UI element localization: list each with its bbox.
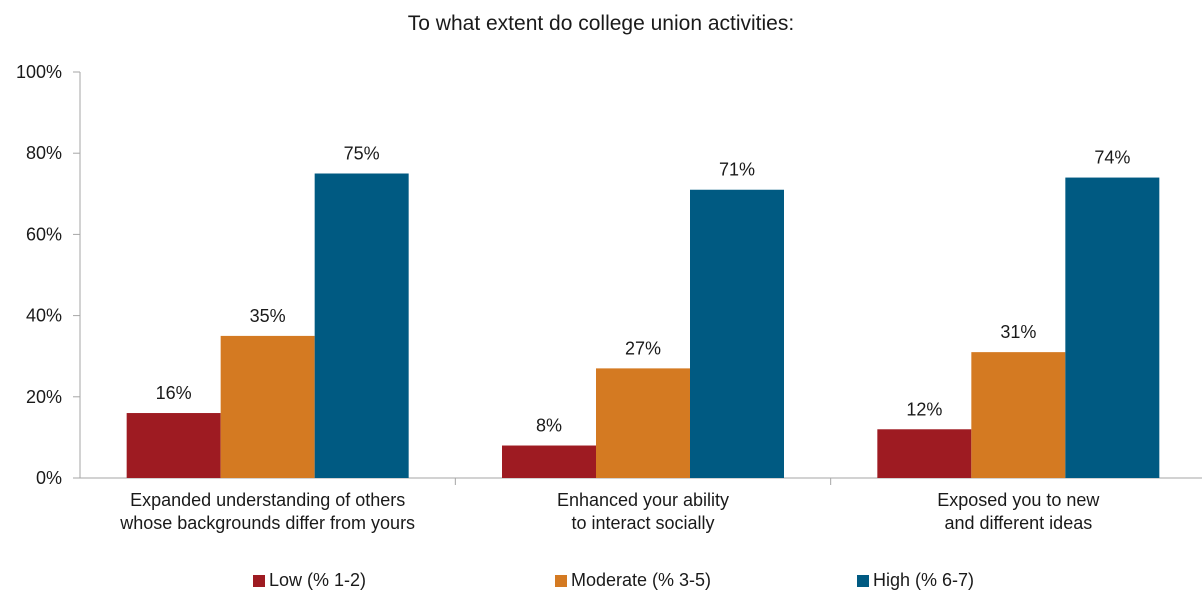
data-label: 16% bbox=[156, 383, 192, 403]
legend-label-moderate: Moderate (% 3-5) bbox=[571, 570, 712, 590]
data-label: 31% bbox=[1000, 322, 1036, 342]
bar bbox=[690, 189, 784, 479]
y-tick-label: 40% bbox=[26, 306, 62, 326]
legend-label-high: High (% 6-7) bbox=[873, 570, 975, 590]
legend: Low (% 1-2) Moderate (% 3-5) High (% 6-7… bbox=[0, 570, 1202, 594]
bar bbox=[502, 445, 596, 478]
legend-item-low: Low (% 1-2) bbox=[253, 570, 366, 591]
x-tick-label: and different ideas bbox=[944, 513, 1092, 533]
data-label: 12% bbox=[906, 399, 942, 419]
bar-chart: 0% 20% 40% 60% 80% 100% 16% 35% 75% Expanded unde… bbox=[16, 62, 1202, 533]
data-label: 74% bbox=[1094, 148, 1130, 168]
x-tick-label: whose backgrounds differ from yours bbox=[119, 513, 415, 533]
legend-swatch-moderate bbox=[555, 574, 567, 587]
data-label: 8% bbox=[536, 416, 562, 436]
y-tick-label: 80% bbox=[26, 143, 62, 163]
y-tick-label: 100% bbox=[16, 62, 62, 82]
legend-swatch-low bbox=[253, 574, 265, 587]
data-label: 35% bbox=[250, 306, 286, 326]
bar bbox=[596, 368, 690, 478]
y-tick-label: 20% bbox=[26, 387, 62, 407]
y-tick-label: 0% bbox=[36, 468, 62, 488]
x-tick-label: Exposed you to new bbox=[937, 490, 1100, 510]
data-label: 75% bbox=[344, 144, 380, 164]
data-label: 71% bbox=[719, 160, 755, 180]
legend-item-high: High (% 6-7) bbox=[857, 570, 974, 591]
bar bbox=[126, 413, 221, 478]
legend-label-low: Low (% 1-2) bbox=[269, 570, 367, 590]
bar bbox=[971, 352, 1066, 478]
bar bbox=[1065, 177, 1160, 478]
bar bbox=[220, 335, 315, 478]
y-tick-label: 60% bbox=[26, 224, 62, 244]
chart-title: To what extent do college union activiti… bbox=[407, 12, 795, 35]
x-tick-label: Enhanced your ability bbox=[557, 490, 729, 510]
x-tick-label: to interact socially bbox=[571, 513, 714, 533]
legend-swatch-high bbox=[857, 574, 869, 587]
bar bbox=[877, 429, 972, 478]
legend-item-moderate: Moderate (% 3-5) bbox=[555, 570, 711, 591]
bar bbox=[314, 173, 409, 478]
data-label: 27% bbox=[625, 338, 661, 358]
x-tick-label: Expanded understanding of others bbox=[130, 490, 405, 510]
